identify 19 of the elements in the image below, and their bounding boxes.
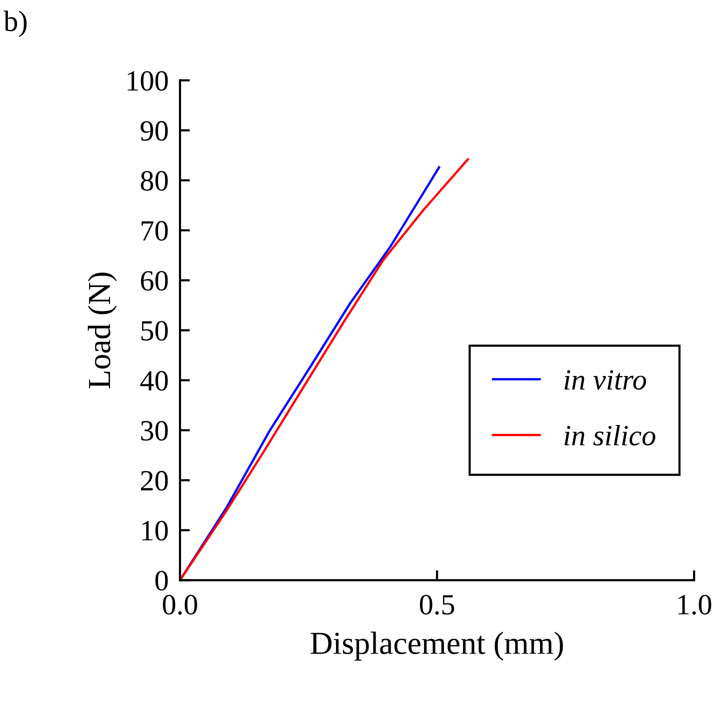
y-tick-label: 10: [142, 520, 168, 541]
x-tick-label: 0.0: [162, 594, 198, 615]
legend-label: in vitro: [564, 370, 646, 390]
y-tick-label: 20: [141, 470, 168, 491]
x-tick-label: 0.5: [420, 594, 454, 615]
y-tick-label: 60: [140, 271, 168, 291]
y-tick-label: 50: [141, 320, 168, 341]
y-axis-title: Load (N): [88, 272, 117, 388]
y-tick-label: 40: [140, 370, 168, 391]
text: b): [4, 10, 27, 38]
x-tick-label: 1.0: [678, 594, 712, 615]
y-tick-label: 30: [141, 420, 168, 441]
x-axis-title: Displacement (mm): [310, 632, 563, 661]
y-tick-label: 100: [128, 71, 168, 91]
legend-label: in silico: [564, 424, 656, 446]
y-tick-label: 90: [140, 121, 168, 141]
y-tick-label: 0: [155, 570, 168, 591]
y-tick-label: 80: [140, 171, 168, 191]
y-tick-label: 70: [142, 221, 168, 241]
